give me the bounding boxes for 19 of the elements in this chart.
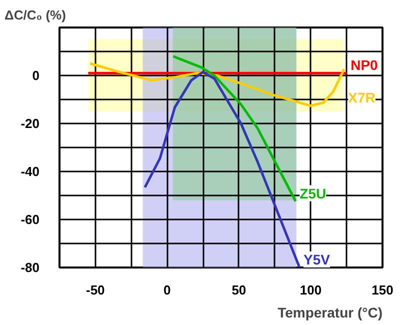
y-tick-label: -40 (20, 164, 40, 179)
line-series (88, 62, 346, 107)
x-tick-label: 0 (164, 282, 171, 298)
y-tick-label: -80 (20, 260, 40, 275)
x-tick-label: 150 (372, 282, 394, 298)
x-axis-title: Temperatur (°C) (278, 304, 382, 320)
y-tick-label: 0 (32, 68, 40, 83)
y-axis-title: ΔC/C₀ (%) (4, 8, 66, 22)
y-tick-label: -60 (20, 212, 40, 227)
x-tick-label: 50 (232, 282, 246, 298)
line-series (144, 70, 301, 268)
series-label: Z5U (300, 185, 326, 202)
x-tick-label: 100 (300, 282, 322, 298)
series-label: X7R (348, 90, 376, 106)
y-tick-label: -20 (20, 116, 40, 131)
x-tick-label: -50 (86, 282, 105, 298)
series-label: Y5V (304, 252, 331, 268)
series-label: NP0 (350, 57, 378, 74)
line-series (172, 55, 297, 203)
